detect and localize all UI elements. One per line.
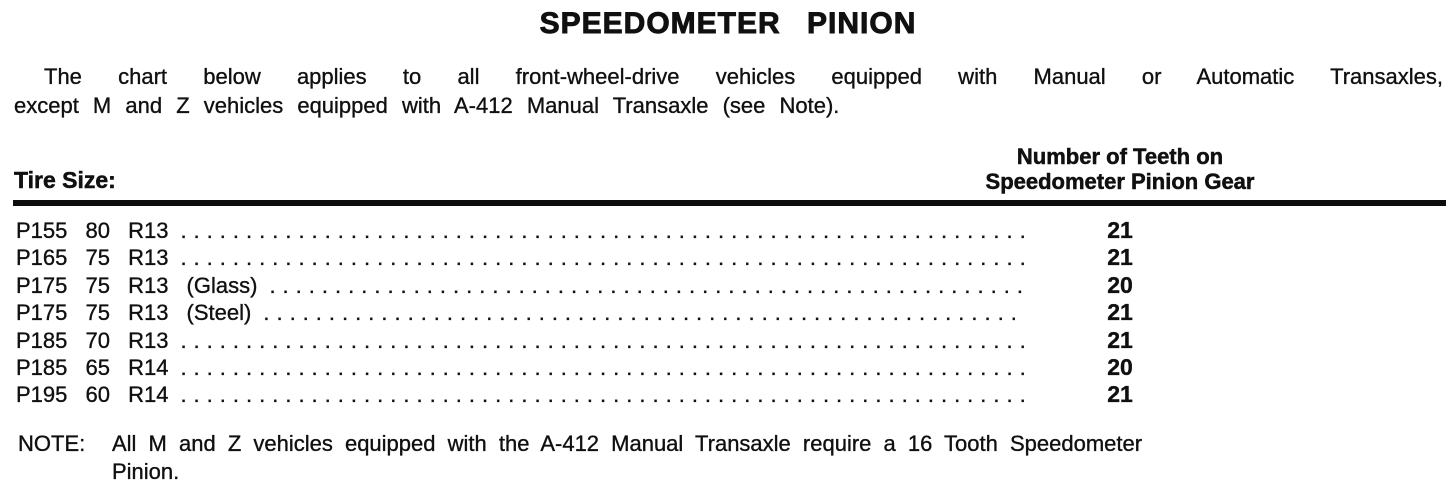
- note-line-2: Pinion.: [112, 458, 180, 484]
- intro-paragraph: The chart below applies to all front-whe…: [14, 62, 1443, 120]
- tire-size-label: P175 75 R13 (Steel): [16, 300, 252, 326]
- row-leader: P185 70 R13: [16, 327, 1025, 354]
- table-row: P195 60 R14 21: [16, 381, 1456, 408]
- tire-size-label: P195 60 R14: [16, 382, 169, 408]
- row-leader: P175 75 R13 (Glass): [16, 272, 1025, 299]
- header-rule: [13, 200, 1446, 206]
- teeth-header-line-2: Speedometer Pinion Gear: [985, 169, 1255, 195]
- dot-leader: [180, 354, 1025, 381]
- teeth-value: 21: [1107, 299, 1133, 326]
- note-text: All M and Z vehicles equipped with the A…: [112, 430, 1142, 486]
- speedometer-pinion-table: P155 80 R13 21 P165 75 R13 21 P175 75 R1…: [16, 217, 1456, 409]
- dot-leader: [269, 272, 1025, 299]
- intro-line-2: except M and Z vehicles equipped with A-…: [14, 93, 840, 118]
- row-leader: P155 80 R13: [16, 217, 1025, 244]
- note-label: NOTE:: [18, 430, 86, 456]
- note: NOTE: All M and Z vehicles equipped with…: [18, 430, 1456, 486]
- dot-leader: [180, 217, 1025, 244]
- dot-leader: [263, 299, 1025, 326]
- teeth-value: 20: [1107, 354, 1133, 381]
- teeth-value: 20: [1107, 271, 1133, 298]
- teeth-value: 21: [1107, 244, 1133, 271]
- row-leader: P165 75 R13: [16, 244, 1025, 271]
- dot-leader: [180, 244, 1025, 271]
- table-row: P175 75 R13 (Steel) 21: [16, 299, 1456, 326]
- tire-size-column-header: Tire Size:: [14, 167, 116, 194]
- page-title: SPEEDOMETER PINION: [539, 7, 917, 41]
- teeth-value: 21: [1107, 217, 1133, 243]
- dot-leader: [180, 381, 1025, 408]
- row-leader: P195 60 R14: [16, 381, 1025, 408]
- row-leader: P175 75 R13 (Steel): [16, 299, 1025, 326]
- teeth-value: 21: [1107, 326, 1133, 353]
- table-row: P165 75 R13 21: [16, 244, 1456, 271]
- tire-size-label: P175 75 R13 (Glass): [16, 272, 258, 298]
- tire-size-label: P185 65 R14: [16, 355, 169, 381]
- table-row: P175 75 R13 (Glass) 20: [16, 272, 1456, 299]
- teeth-value: 21: [1107, 381, 1133, 408]
- table-header: Tire Size: Number of Teeth on Speedomete…: [14, 144, 1442, 198]
- tire-size-label: P185 70 R13: [16, 327, 169, 353]
- teeth-column-header: Number of Teeth on Speedometer Pinion Ge…: [940, 144, 1300, 198]
- teeth-header-line-1: Number of Teeth on: [1016, 144, 1224, 170]
- table-row: P155 80 R13 21: [16, 217, 1456, 244]
- tire-size-label: P165 75 R13: [16, 245, 169, 271]
- tire-size-label: P155 80 R13: [16, 218, 169, 243]
- row-leader: P185 65 R14: [16, 354, 1025, 381]
- table-row: P185 70 R13 21: [16, 326, 1456, 354]
- note-line-1: All M and Z vehicles equipped with the A…: [112, 430, 1143, 456]
- table-row: P185 65 R14 20: [16, 354, 1456, 381]
- dot-leader: [180, 327, 1025, 354]
- intro-line-1: The chart below applies to all front-whe…: [44, 64, 1443, 89]
